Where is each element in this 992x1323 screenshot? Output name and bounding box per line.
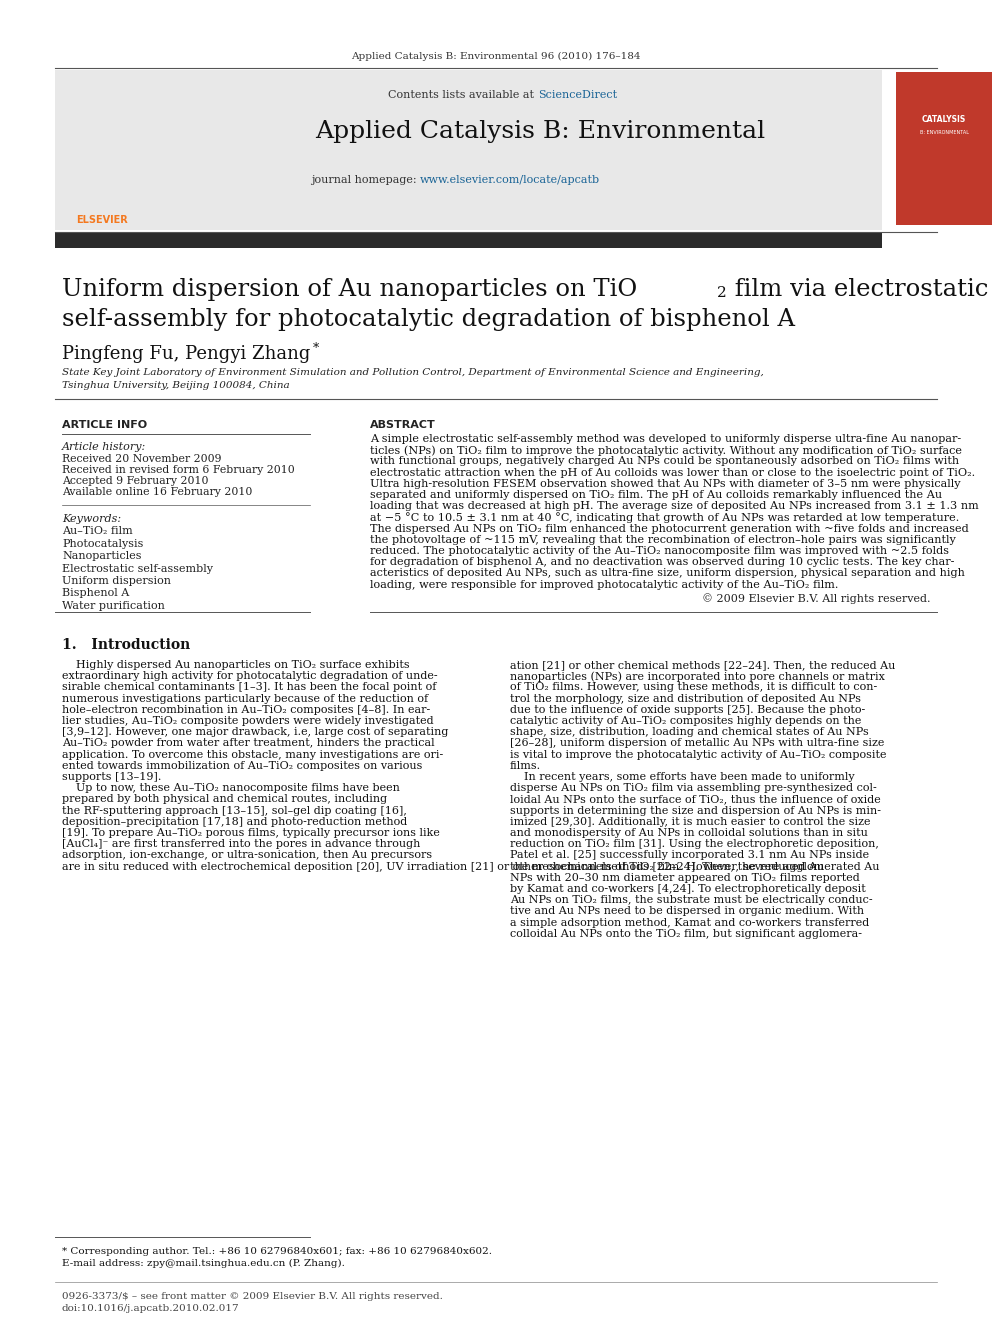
Bar xyxy=(896,71,992,225)
Text: The dispersed Au NPs on TiO₂ film enhanced the photocurrent generation with ~fiv: The dispersed Au NPs on TiO₂ film enhanc… xyxy=(370,524,969,533)
Text: ARTICLE INFO: ARTICLE INFO xyxy=(62,419,147,430)
Text: ABSTRACT: ABSTRACT xyxy=(370,419,435,430)
Text: shape, size, distribution, loading and chemical states of Au NPs: shape, size, distribution, loading and c… xyxy=(510,728,869,737)
Bar xyxy=(55,70,882,230)
Text: reduced. The photocatalytic activity of the Au–TiO₂ nanocomposite film was impro: reduced. The photocatalytic activity of … xyxy=(370,546,949,556)
Text: reduction on TiO₂ film [31]. Using the electrophoretic deposition,: reduction on TiO₂ film [31]. Using the e… xyxy=(510,839,879,849)
Text: loading, were responsible for improved photocatalytic activity of the Au–TiO₂ fi: loading, were responsible for improved p… xyxy=(370,579,838,590)
Text: electrostatic attraction when the pH of Au colloids was lower than or close to t: electrostatic attraction when the pH of … xyxy=(370,467,975,478)
Text: Uniform dispersion of Au nanoparticles on TiO: Uniform dispersion of Au nanoparticles o… xyxy=(62,278,637,302)
Text: supports in determining the size and dispersion of Au NPs is min-: supports in determining the size and dis… xyxy=(510,806,881,815)
Text: extraordinary high activity for photocatalytic degradation of unde-: extraordinary high activity for photocat… xyxy=(62,671,437,681)
Text: loading that was decreased at high pH. The average size of deposited Au NPs incr: loading that was decreased at high pH. T… xyxy=(370,501,979,511)
Text: numerous investigations particularly because of the reduction of: numerous investigations particularly bec… xyxy=(62,693,429,704)
Text: [19]. To prepare Au–TiO₂ porous films, typically precursor ions like: [19]. To prepare Au–TiO₂ porous films, t… xyxy=(62,828,439,837)
Text: Au–TiO₂ film: Au–TiO₂ film xyxy=(62,527,133,536)
Text: Patel et al. [25] successfully incorporated 3.1 nm Au NPs inside: Patel et al. [25] successfully incorpora… xyxy=(510,851,869,860)
Text: by Kamat and co-workers [4,24]. To electrophoretically deposit: by Kamat and co-workers [4,24]. To elect… xyxy=(510,884,866,894)
Text: colloidal Au NPs onto the TiO₂ film, but significant agglomera-: colloidal Au NPs onto the TiO₂ film, but… xyxy=(510,929,862,939)
Text: Pingfeng Fu, Pengyi Zhang: Pingfeng Fu, Pengyi Zhang xyxy=(62,345,310,363)
Text: the mesochannels of TiO₂ film. However, severe agglomerated Au: the mesochannels of TiO₂ film. However, … xyxy=(510,861,880,872)
Text: Bisphenol A: Bisphenol A xyxy=(62,589,129,598)
Text: tive and Au NPs need to be dispersed in organic medium. With: tive and Au NPs need to be dispersed in … xyxy=(510,906,864,917)
Text: 2: 2 xyxy=(717,286,727,300)
Text: Received in revised form 6 February 2010: Received in revised form 6 February 2010 xyxy=(62,464,295,475)
Text: disperse Au NPs on TiO₂ film via assembling pre-synthesized col-: disperse Au NPs on TiO₂ film via assembl… xyxy=(510,783,877,794)
Text: doi:10.1016/j.apcatb.2010.02.017: doi:10.1016/j.apcatb.2010.02.017 xyxy=(62,1304,240,1312)
Text: separated and uniformly dispersed on TiO₂ film. The pH of Au colloids remarkably: separated and uniformly dispersed on TiO… xyxy=(370,490,942,500)
Text: Article history:: Article history: xyxy=(62,442,146,452)
Text: [3,9–12]. However, one major drawback, i.e, large cost of separating: [3,9–12]. However, one major drawback, i… xyxy=(62,728,448,737)
Text: Electrostatic self-assembly: Electrostatic self-assembly xyxy=(62,564,213,573)
Text: adsorption, ion-exchange, or ultra-sonication, then Au precursors: adsorption, ion-exchange, or ultra-sonic… xyxy=(62,851,433,860)
Text: Up to now, these Au–TiO₂ nanocomposite films have been: Up to now, these Au–TiO₂ nanocomposite f… xyxy=(62,783,400,794)
Text: B: ENVIRONMENTAL: B: ENVIRONMENTAL xyxy=(920,130,968,135)
Text: acteristics of deposited Au NPs, such as ultra-fine size, uniform dispersion, ph: acteristics of deposited Au NPs, such as… xyxy=(370,569,965,578)
Text: Accepted 9 February 2010: Accepted 9 February 2010 xyxy=(62,476,208,486)
Text: films.: films. xyxy=(510,761,541,771)
Text: sirable chemical contaminants [1–3]. It has been the focal point of: sirable chemical contaminants [1–3]. It … xyxy=(62,683,436,692)
Text: with functional groups, negatively charged Au NPs could be spontaneously adsorbe: with functional groups, negatively charg… xyxy=(370,456,959,467)
Text: ation [21] or other chemical methods [22–24]. Then, the reduced Au: ation [21] or other chemical methods [22… xyxy=(510,660,896,669)
Text: CATALYSIS: CATALYSIS xyxy=(922,115,966,124)
Text: A simple electrostatic self-assembly method was developed to uniformly disperse : A simple electrostatic self-assembly met… xyxy=(370,434,961,445)
Text: ELSEVIER: ELSEVIER xyxy=(76,216,128,225)
Text: journal homepage:: journal homepage: xyxy=(310,175,420,185)
Text: *: * xyxy=(313,343,319,355)
Text: nanoparticles (NPs) are incorporated into pore channels or matrix: nanoparticles (NPs) are incorporated int… xyxy=(510,671,885,681)
Text: www.elsevier.com/locate/apcatb: www.elsevier.com/locate/apcatb xyxy=(420,175,600,185)
Text: [26–28], uniform dispersion of metallic Au NPs with ultra-fine size: [26–28], uniform dispersion of metallic … xyxy=(510,738,885,749)
Text: of TiO₂ films. However, using these methods, it is difficult to con-: of TiO₂ films. However, using these meth… xyxy=(510,683,877,692)
Text: for degradation of bisphenol A, and no deactivation was observed during 10 cycli: for degradation of bisphenol A, and no d… xyxy=(370,557,954,568)
Text: is vital to improve the photocatalytic activity of Au–TiO₂ composite: is vital to improve the photocatalytic a… xyxy=(510,750,887,759)
Text: catalytic activity of Au–TiO₂ composites highly depends on the: catalytic activity of Au–TiO₂ composites… xyxy=(510,716,861,726)
Text: Contents lists available at: Contents lists available at xyxy=(389,90,538,101)
Text: due to the influence of oxide supports [25]. Because the photo-: due to the influence of oxide supports [… xyxy=(510,705,865,714)
Text: the photovoltage of ~115 mV, revealing that the recombination of electron–hole p: the photovoltage of ~115 mV, revealing t… xyxy=(370,534,956,545)
Text: State Key Joint Laboratory of Environment Simulation and Pollution Control, Depa: State Key Joint Laboratory of Environmen… xyxy=(62,368,764,377)
Text: prepared by both physical and chemical routes, including: prepared by both physical and chemical r… xyxy=(62,794,387,804)
Text: * Corresponding author. Tel.: +86 10 62796840x601; fax: +86 10 62796840x602.: * Corresponding author. Tel.: +86 10 627… xyxy=(62,1248,492,1256)
Text: and monodispersity of Au NPs in colloidal solutions than in situ: and monodispersity of Au NPs in colloida… xyxy=(510,828,868,837)
Text: Au NPs on TiO₂ films, the substrate must be electrically conduc-: Au NPs on TiO₂ films, the substrate must… xyxy=(510,896,873,905)
Text: Au–TiO₂ powder from water after treatment, hinders the practical: Au–TiO₂ powder from water after treatmen… xyxy=(62,738,434,749)
Text: deposition–precipitation [17,18] and photo-reduction method: deposition–precipitation [17,18] and pho… xyxy=(62,816,408,827)
Text: Available online 16 February 2010: Available online 16 February 2010 xyxy=(62,487,252,497)
Text: In recent years, some efforts have been made to uniformly: In recent years, some efforts have been … xyxy=(510,773,855,782)
Text: © 2009 Elsevier B.V. All rights reserved.: © 2009 Elsevier B.V. All rights reserved… xyxy=(701,593,930,603)
Text: are in situ reduced with electrochemical deposition [20], UV irradiation [21] or: are in situ reduced with electrochemical… xyxy=(62,861,824,872)
Text: Applied Catalysis B: Environmental: Applied Catalysis B: Environmental xyxy=(314,120,765,143)
Text: Applied Catalysis B: Environmental 96 (2010) 176–184: Applied Catalysis B: Environmental 96 (2… xyxy=(351,52,641,61)
Text: [AuCl₄]⁻ are first transferred into the pores in advance through: [AuCl₄]⁻ are first transferred into the … xyxy=(62,839,421,849)
Text: Nanoparticles: Nanoparticles xyxy=(62,550,142,561)
Text: Uniform dispersion: Uniform dispersion xyxy=(62,576,171,586)
Text: ticles (NPs) on TiO₂ film to improve the photocatalytic activity. Without any mo: ticles (NPs) on TiO₂ film to improve the… xyxy=(370,446,962,455)
Text: NPs with 20–30 nm diameter appeared on TiO₂ films reported: NPs with 20–30 nm diameter appeared on T… xyxy=(510,873,860,882)
Text: E-mail address: zpy@mail.tsinghua.edu.cn (P. Zhang).: E-mail address: zpy@mail.tsinghua.edu.cn… xyxy=(62,1259,345,1269)
Text: a simple adsorption method, Kamat and co-workers transferred: a simple adsorption method, Kamat and co… xyxy=(510,918,869,927)
Text: self-assembly for photocatalytic degradation of bisphenol A: self-assembly for photocatalytic degrada… xyxy=(62,308,795,331)
Text: application. To overcome this obstacle, many investigations are ori-: application. To overcome this obstacle, … xyxy=(62,750,443,759)
Text: loidal Au NPs onto the surface of TiO₂, thus the influence of oxide: loidal Au NPs onto the surface of TiO₂, … xyxy=(510,794,881,804)
Text: at −5 °C to 10.5 ± 3.1 nm at 40 °C, indicating that growth of Au NPs was retarde: at −5 °C to 10.5 ± 3.1 nm at 40 °C, indi… xyxy=(370,512,959,524)
Text: 1.   Introduction: 1. Introduction xyxy=(62,638,190,652)
Bar xyxy=(55,232,882,247)
Text: imized [29,30]. Additionally, it is much easier to control the size: imized [29,30]. Additionally, it is much… xyxy=(510,816,871,827)
Text: Received 20 November 2009: Received 20 November 2009 xyxy=(62,454,221,464)
Text: Water purification: Water purification xyxy=(62,601,165,611)
Text: the RF-sputtering approach [13–15], sol–gel dip coating [16],: the RF-sputtering approach [13–15], sol–… xyxy=(62,806,407,815)
Text: ented towards immobilization of Au–TiO₂ composites on various: ented towards immobilization of Au–TiO₂ … xyxy=(62,761,423,771)
Text: Highly dispersed Au nanoparticles on TiO₂ surface exhibits: Highly dispersed Au nanoparticles on TiO… xyxy=(62,660,410,669)
Text: Photocatalysis: Photocatalysis xyxy=(62,538,144,549)
Text: trol the morphology, size and distribution of deposited Au NPs: trol the morphology, size and distributi… xyxy=(510,693,861,704)
Text: Ultra high-resolution FESEM observation showed that Au NPs with diameter of 3–5 : Ultra high-resolution FESEM observation … xyxy=(370,479,960,488)
Text: film via electrostatic: film via electrostatic xyxy=(727,278,988,302)
Text: Keywords:: Keywords: xyxy=(62,515,121,524)
Text: ScienceDirect: ScienceDirect xyxy=(538,90,617,101)
Text: Tsinghua University, Beijing 100084, China: Tsinghua University, Beijing 100084, Chi… xyxy=(62,381,290,390)
Text: lier studies, Au–TiO₂ composite powders were widely investigated: lier studies, Au–TiO₂ composite powders … xyxy=(62,716,434,726)
Text: 0926-3373/$ – see front matter © 2009 Elsevier B.V. All rights reserved.: 0926-3373/$ – see front matter © 2009 El… xyxy=(62,1293,442,1301)
Text: supports [13–19].: supports [13–19]. xyxy=(62,773,162,782)
Text: hole–electron recombination in Au–TiO₂ composites [4–8]. In ear-: hole–electron recombination in Au–TiO₂ c… xyxy=(62,705,431,714)
